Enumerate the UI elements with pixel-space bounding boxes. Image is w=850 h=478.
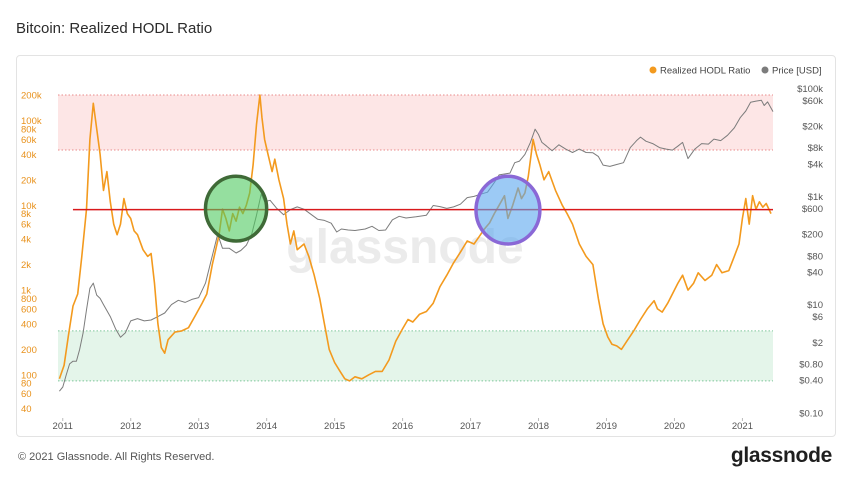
left-tick-label: 60k [21, 135, 37, 146]
right-tick-label: $0.80 [799, 359, 823, 370]
left-tick-label: 20k [21, 175, 37, 186]
left-tick-label: 200k [21, 91, 42, 102]
left-tick-label: 8k [21, 209, 31, 220]
right-tick-label: $2 [812, 338, 823, 349]
legend-label-hodl: Realized HODL Ratio [660, 66, 750, 77]
page-title: Bitcoin: Realized HODL Ratio [16, 20, 213, 37]
left-tick-label: 40 [21, 404, 32, 415]
x-tick-label: 2016 [392, 421, 413, 432]
left-tick-label: 4k [21, 235, 31, 246]
x-tick-label: 2017 [460, 421, 481, 432]
hodl-ratio-series [58, 94, 772, 382]
price-series [59, 99, 774, 392]
x-tick-label: 2013 [188, 421, 209, 432]
left-tick-label: 1k [21, 286, 31, 297]
right-tick-label: $60k [802, 96, 823, 107]
right-tick-label: $6 [812, 312, 823, 323]
right-tick-label: $40 [807, 268, 823, 279]
left-tick-label: 600 [21, 304, 37, 315]
left-tick-label: 2k [21, 260, 31, 271]
copyright-text: © 2021 Glassnode. All Rights Reserved. [18, 451, 215, 463]
hodl-ratio-line [58, 94, 772, 382]
price-line [59, 99, 774, 392]
zone-bands [58, 94, 773, 382]
chart-legend[interactable]: Realized HODL Ratio Price [USD] [649, 66, 822, 77]
highlight-green-circle [203, 174, 269, 243]
right-tick-label: $1k [808, 192, 824, 203]
legend-swatch-hodl [649, 66, 657, 74]
highlight-circles [203, 174, 542, 246]
right-tick-label: $0.10 [799, 408, 823, 419]
x-tick-label: 2019 [596, 421, 617, 432]
right-tick-label: $200 [802, 230, 823, 241]
left-tick-label: 100 [21, 370, 37, 381]
legend-label-price: Price [USD] [772, 66, 822, 77]
right-tick-label: $80 [807, 251, 823, 262]
legend-swatch-price [761, 66, 769, 74]
right-axis: $100k$60k$20k$8k$4k$1k$600$200$80$40$10$… [797, 84, 823, 419]
right-tick-label: $600 [802, 204, 823, 215]
left-tick-label: 100k [21, 116, 42, 127]
left-tick-label: 80 [21, 379, 32, 390]
x-tick-label: 2020 [664, 421, 685, 432]
right-tick-label: $10 [807, 300, 823, 311]
left-tick-label: 60 [21, 389, 32, 400]
hodl-ratio-chart: glassnode 200k100k80k60k40k20k10k8k6k4k2… [21, 66, 823, 433]
x-tick-label: 2015 [324, 421, 345, 432]
left-tick-label: 400 [21, 319, 37, 330]
glassnode-logo[interactable]: glassnode [730, 444, 832, 467]
x-tick-label: 2018 [528, 421, 549, 432]
x-tick-label: 2012 [120, 421, 141, 432]
highlight-blue-circle [474, 174, 542, 246]
right-tick-label: $0.40 [799, 376, 823, 387]
right-tick-label: $8k [808, 143, 824, 154]
left-tick-label: 800 [21, 294, 37, 305]
zone-band-top [58, 95, 773, 150]
chart-panel: glassnode 200k 100k 80k 60k 40k 20k 10k 8k 6k 4k 2… [16, 55, 836, 437]
x-axis: 2011 2012 2013 2014 2015 2016 2017 2018 2019 2020… [53, 418, 753, 432]
right-tick-label: $4k [808, 159, 824, 170]
right-tick-label: $20k [802, 122, 823, 133]
left-tick-label: 6k [21, 220, 31, 231]
x-tick-label: 2014 [256, 421, 277, 432]
left-tick-label: 40k [21, 150, 37, 161]
x-tick-label: 2021 [732, 421, 753, 432]
left-tick-label: 10k [21, 201, 37, 212]
left-tick-label: 200 [21, 345, 37, 356]
left-tick-label: 80k [21, 124, 37, 135]
zone-band-bottom [58, 330, 773, 381]
right-tick-label: $100k [797, 84, 823, 95]
x-tick-label: 2011 [53, 421, 73, 432]
